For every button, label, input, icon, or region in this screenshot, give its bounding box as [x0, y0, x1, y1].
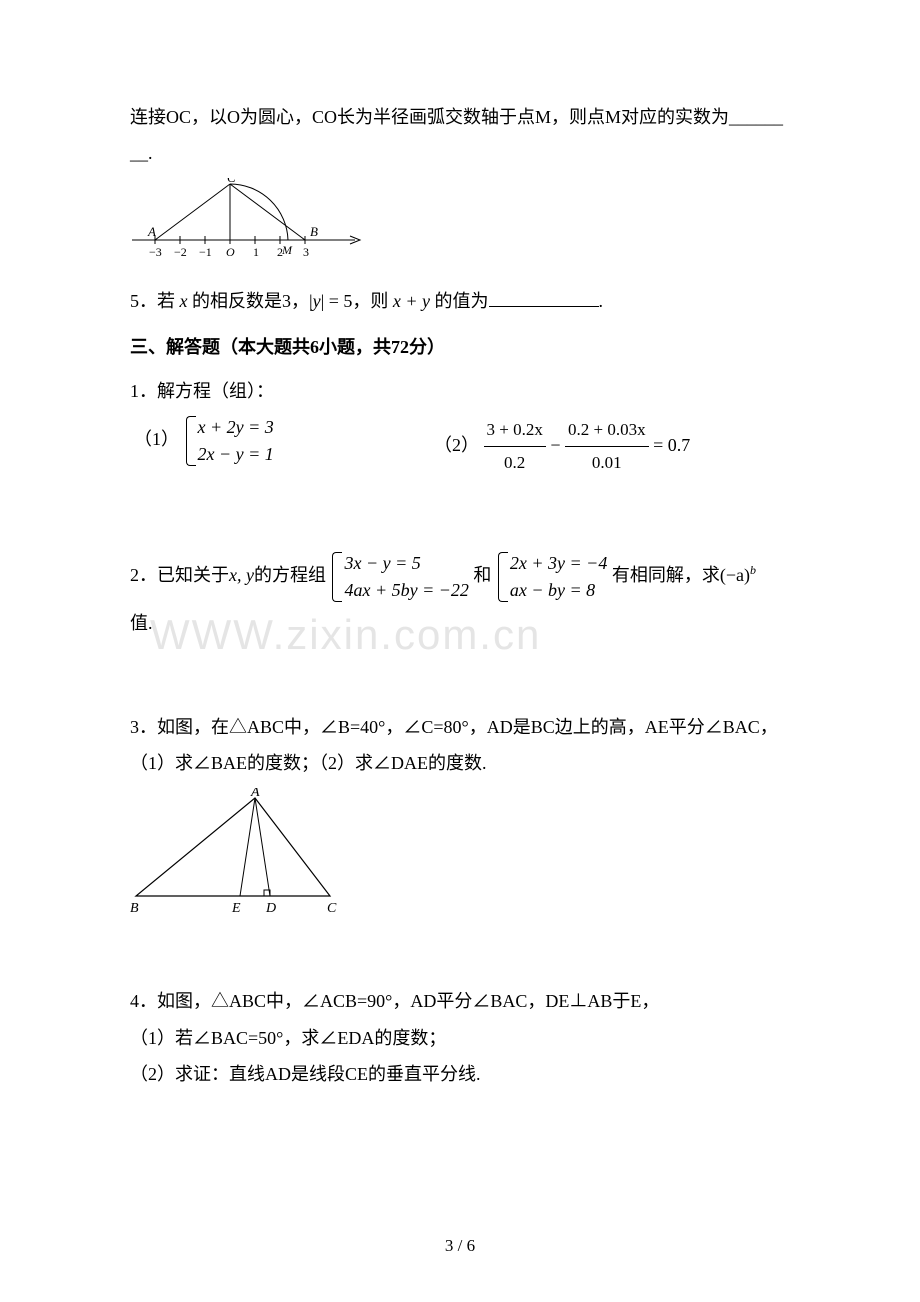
p2-sysA-l2: 4ax + 5by = −22 [344, 577, 468, 604]
q5-blank [489, 289, 599, 307]
page-footer: 3 / 6 [0, 1230, 920, 1262]
triangle-diagram: A B C E D [130, 788, 790, 929]
q5-mid1: 的相反数是3， [188, 291, 310, 311]
p1-frac1-num: 3 + 0.2x [484, 414, 546, 447]
q5-x: x [180, 291, 188, 311]
p1-sub1: （1） x + 2y = 3 2x − y = 1 [134, 414, 394, 480]
section-3-title: 三、解答题（本大题共6小题，共72分） [130, 330, 790, 364]
p2-sysA: 3x − y = 5 4ax + 5by = −22 [330, 550, 468, 604]
svg-text:A: A [250, 788, 260, 800]
number-line-diagram: −3 −2 −1 O 1 2 3 M A B C [130, 178, 790, 271]
svg-text:−1: −1 [199, 245, 212, 259]
svg-text:1: 1 [253, 245, 259, 259]
p2: 2．已知关于x, y的方程组 3x − y = 5 4ax + 5by = −2… [130, 550, 790, 604]
p1-minus: − [550, 435, 565, 455]
p2-mid2: 有相同解，求 [612, 565, 720, 585]
svg-text:−2: −2 [174, 245, 187, 259]
p2-pre: 2．已知关于 [130, 565, 229, 585]
q5-mid2: ，则 [352, 291, 393, 311]
p2-mid1: 的方程组 [254, 565, 326, 585]
p2-xy: x, y [229, 565, 254, 585]
svg-text:M: M [281, 243, 293, 257]
p1-sys1: x + 2y = 3 2x − y = 1 [184, 414, 274, 468]
q5-xpy: x + y [393, 291, 430, 311]
p4-line3: （2）求证：直线AD是线段CE的垂直平分线. [130, 1057, 790, 1091]
p4-line1: 4．如图，△ABC中，∠ACB=90°，AD平分∠BAC，DE⊥AB于E， [130, 984, 790, 1018]
p2-sysB: 2x + 3y = −4 ax − by = 8 [496, 550, 607, 604]
svg-text:B: B [130, 901, 139, 916]
p1-frac2-den: 0.01 [565, 447, 649, 479]
svg-text:C: C [227, 178, 236, 185]
p1-header: 1．解方程（组）： [130, 374, 790, 408]
p1-frac1: 3 + 0.2x 0.2 [484, 414, 546, 480]
p3-line2: （1）求∠BAE的度数；（2）求∠DAE的度数. [130, 746, 790, 780]
diagram1-svg: −3 −2 −1 O 1 2 3 M A B C [130, 178, 370, 260]
q5-eq5: = 5 [324, 291, 352, 311]
question-5: 5．若 x 的相反数是3，|y| = 5，则 x + y 的值为. [130, 284, 790, 318]
p1-sys1-l1: x + 2y = 3 [198, 414, 274, 441]
p2-sysA-l1: 3x − y = 5 [344, 550, 468, 577]
svg-text:O: O [226, 245, 235, 259]
q5-after: . [599, 291, 604, 311]
p1-frac1-den: 0.2 [484, 447, 546, 479]
q5-mid3: 的值为 [430, 291, 489, 311]
p2-sysB-l1: 2x + 3y = −4 [510, 550, 607, 577]
p4-line2: （1）若∠BAC=50°，求∠EDA的度数； [130, 1021, 790, 1055]
p1-sys1-l2: 2x − y = 1 [198, 441, 274, 468]
svg-text:C: C [327, 901, 337, 916]
p2-sysB-l2: ax − by = 8 [510, 577, 607, 604]
svg-text:A: A [147, 224, 156, 239]
p1-label1: （1） [134, 422, 179, 456]
p3-line1: 3．如图，在△ABC中，∠B=40°，∠C=80°，AD是BC边上的高，AE平分… [130, 710, 790, 744]
p1-rhs: = 0.7 [653, 435, 690, 455]
p1-frac2: 0.2 + 0.03x 0.01 [565, 414, 649, 480]
q5-pre: 5．若 [130, 291, 180, 311]
p2-and: 和 [473, 565, 491, 585]
svg-text:B: B [310, 224, 318, 239]
p1-label2: （2） [434, 428, 479, 462]
p2-sup: b [750, 563, 756, 577]
svg-text:E: E [231, 901, 241, 916]
q5-absy: |y| [309, 291, 324, 311]
intro-line-2: __. [130, 136, 790, 170]
svg-text:3: 3 [303, 245, 309, 259]
p2-tail: 值. [130, 606, 790, 640]
p2-expr: (−a) [720, 565, 750, 585]
p1-frac2-num: 0.2 + 0.03x [565, 414, 649, 447]
intro-line-1: 连接OC，以O为圆心，CO长为半径画弧交数轴于点M，则点M对应的实数为_____… [130, 100, 790, 134]
page-content: 连接OC，以O为圆心，CO长为半径画弧交数轴于点M，则点M对应的实数为_____… [130, 100, 790, 1091]
diagram3-svg: A B C E D [130, 788, 350, 918]
p1-row: （1） x + 2y = 3 2x − y = 1 （2） 3 + 0.2x 0… [134, 414, 790, 480]
p1-sub2: （2） 3 + 0.2x 0.2 − 0.2 + 0.03x 0.01 = 0.… [434, 414, 690, 480]
svg-text:D: D [265, 901, 276, 916]
svg-text:−3: −3 [149, 245, 162, 259]
